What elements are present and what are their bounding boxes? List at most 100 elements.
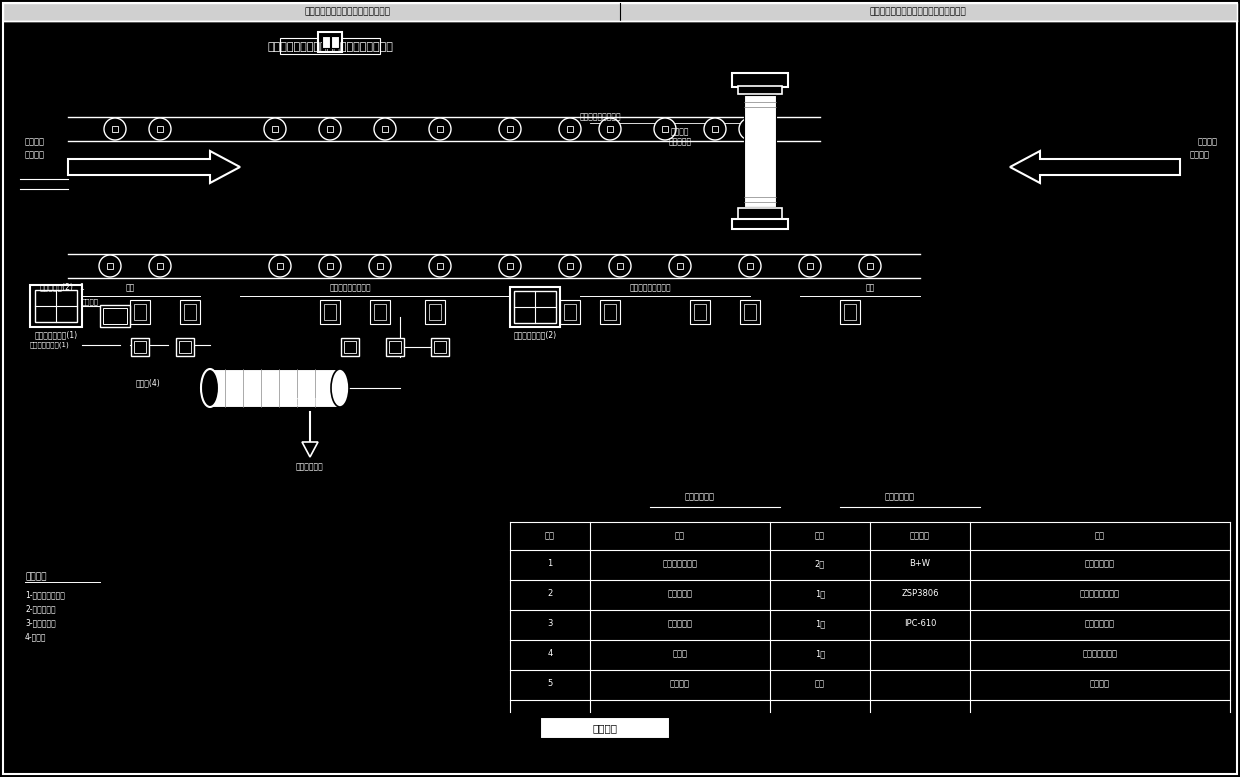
- Text: 铸坯方向: 铸坯方向: [25, 151, 45, 159]
- Bar: [738, 208, 782, 221]
- Ellipse shape: [331, 369, 348, 407]
- Bar: [732, 73, 787, 87]
- Text: 1: 1: [547, 559, 553, 569]
- Bar: [740, 300, 760, 324]
- Circle shape: [498, 255, 521, 277]
- Bar: [320, 300, 340, 324]
- Bar: [608, 126, 613, 132]
- Bar: [600, 300, 620, 324]
- Bar: [277, 263, 283, 269]
- Bar: [436, 263, 443, 269]
- Text: 测量铸坯宽度: 测量铸坯宽度: [1085, 559, 1115, 569]
- Bar: [618, 263, 622, 269]
- Bar: [341, 338, 360, 356]
- Bar: [744, 304, 756, 320]
- Text: 工控计算机: 工控计算机: [667, 619, 692, 629]
- Bar: [322, 36, 330, 48]
- Bar: [807, 263, 813, 269]
- Bar: [567, 126, 573, 132]
- Bar: [107, 263, 113, 269]
- Text: 1台: 1台: [815, 619, 825, 629]
- Bar: [377, 263, 383, 269]
- Text: B+W: B+W: [909, 559, 930, 569]
- Bar: [331, 36, 339, 48]
- Text: 计算结果输出: 计算结果输出: [296, 462, 324, 472]
- Text: 1只: 1只: [815, 590, 825, 598]
- Circle shape: [374, 118, 396, 140]
- Bar: [327, 126, 334, 132]
- Bar: [327, 263, 334, 269]
- Bar: [539, 717, 670, 739]
- Text: 1: 1: [79, 283, 84, 291]
- Text: 宽度测量传感器: 宽度测量传感器: [662, 559, 697, 569]
- Circle shape: [670, 255, 691, 277]
- Polygon shape: [1011, 151, 1180, 183]
- Bar: [35, 290, 77, 322]
- Text: 数据传输: 数据传输: [1090, 680, 1110, 688]
- Bar: [157, 126, 162, 132]
- Bar: [604, 304, 616, 320]
- Circle shape: [264, 118, 286, 140]
- Text: 辊道: 辊道: [866, 284, 874, 292]
- Text: 脉冲编码器(2): 脉冲编码器(2): [40, 283, 74, 291]
- Bar: [179, 341, 191, 353]
- Bar: [507, 263, 513, 269]
- Circle shape: [149, 118, 171, 140]
- Text: 1根: 1根: [815, 650, 825, 658]
- Text: 在线实时测量铸坯宽度和长度的计算方法: 在线实时测量铸坯宽度和长度的计算方法: [869, 8, 966, 16]
- Bar: [343, 341, 356, 353]
- Bar: [112, 126, 118, 132]
- Text: 2-脉冲编码器: 2-脉冲编码器: [25, 605, 56, 614]
- Text: ZSP3806: ZSP3806: [901, 590, 939, 598]
- Circle shape: [739, 255, 761, 277]
- Bar: [280, 38, 379, 54]
- Circle shape: [799, 255, 821, 277]
- Text: 2套: 2套: [815, 559, 825, 569]
- Text: 辊道: 辊道: [125, 284, 135, 292]
- Bar: [324, 304, 336, 320]
- Circle shape: [429, 118, 451, 140]
- Bar: [515, 291, 556, 323]
- Bar: [432, 338, 449, 356]
- Text: 宽度测量传感器(1): 宽度测量传感器(1): [30, 342, 69, 348]
- Bar: [180, 300, 200, 324]
- Text: 铸坯头部: 铸坯头部: [25, 138, 45, 147]
- Bar: [564, 304, 577, 320]
- Bar: [662, 126, 668, 132]
- Bar: [134, 304, 146, 320]
- Bar: [732, 219, 787, 229]
- Bar: [131, 338, 149, 356]
- Bar: [103, 308, 126, 324]
- Text: 名称: 名称: [675, 531, 684, 541]
- Text: 若干: 若干: [815, 680, 825, 688]
- Bar: [210, 369, 340, 407]
- Bar: [389, 341, 401, 353]
- Circle shape: [559, 255, 582, 277]
- Text: 夹送辊及矫直机辊道: 夹送辊及矫直机辊道: [329, 284, 371, 292]
- Text: 宽度测量传感器(1): 宽度测量传感器(1): [35, 330, 78, 340]
- Circle shape: [104, 118, 126, 140]
- Circle shape: [609, 255, 631, 277]
- Circle shape: [599, 118, 621, 140]
- Text: 型号规格: 型号规格: [910, 531, 930, 541]
- Text: 脉冲编码器: 脉冲编码器: [667, 590, 692, 598]
- Bar: [100, 305, 130, 327]
- Text: 测长辊: 测长辊: [672, 650, 687, 658]
- Text: 拉矫方向: 拉矫方向: [1190, 151, 1210, 159]
- Bar: [374, 304, 386, 320]
- Circle shape: [859, 255, 880, 277]
- Text: 连接电缆: 连接电缆: [670, 680, 689, 688]
- Text: 2: 2: [547, 590, 553, 598]
- Circle shape: [653, 118, 676, 140]
- Bar: [510, 287, 560, 327]
- Text: 数量: 数量: [815, 531, 825, 541]
- Bar: [386, 338, 404, 356]
- Circle shape: [498, 118, 521, 140]
- Bar: [434, 341, 446, 353]
- Bar: [370, 300, 391, 324]
- Text: 夹送辊及矫直机辊道: 夹送辊及矫直机辊道: [629, 284, 671, 292]
- Circle shape: [739, 118, 761, 140]
- Bar: [567, 263, 573, 269]
- Bar: [30, 285, 82, 327]
- Bar: [382, 126, 388, 132]
